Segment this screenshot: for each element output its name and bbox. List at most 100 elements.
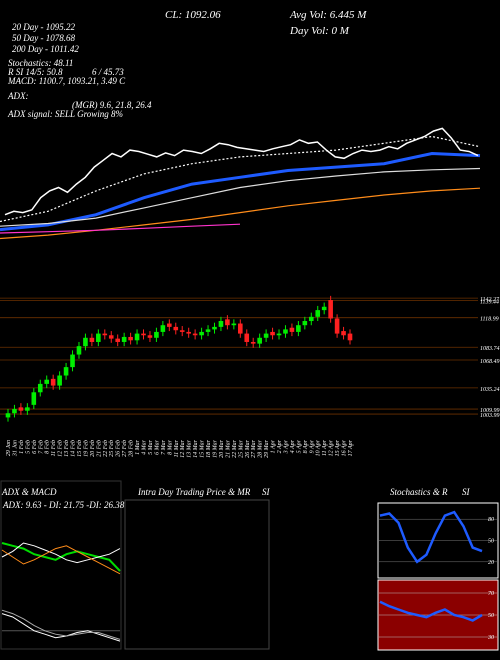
y-tick-label: 1118.99 [480, 317, 499, 323]
intraday-title-2: SI [262, 487, 271, 497]
candle-body [225, 319, 230, 326]
adx-panel [0, 480, 122, 650]
stoch-title: Stochastics & R [390, 487, 448, 497]
close-label: CL: 1092.06 [165, 9, 221, 21]
candle-body [231, 323, 237, 326]
indicator-text: ADX signal: SELL Growing 8% [7, 109, 123, 119]
x-tick-label: 11 Mar [174, 439, 180, 457]
candle-body [218, 321, 224, 327]
candle-body [321, 306, 327, 311]
indicator-text: ADX: [7, 91, 29, 101]
x-tick-label: 5 Mar [148, 439, 154, 454]
x-tick-label: 14 Feb [70, 440, 77, 457]
ema-text: 20 Day - 1095.22 [12, 22, 75, 32]
x-tick-label: 21 Feb [96, 440, 102, 457]
candle-body [31, 392, 37, 405]
x-tick-label: 15 Apr [335, 439, 341, 456]
candle-body [37, 383, 43, 393]
candle-body [283, 329, 288, 334]
candle-body [83, 337, 88, 347]
x-tick-label: 1 Feb [19, 440, 25, 454]
x-tick-label: 2 Apr [277, 439, 283, 453]
indicator-text: 6 / 45.73 [92, 67, 124, 77]
candle-body [302, 321, 308, 326]
x-tick-label: 9 Apr [309, 439, 315, 453]
x-tick-label: 25 Feb [109, 440, 115, 457]
indicator-text: MACD: 1100.7, 1093.21, 3.49 C [7, 76, 126, 86]
candle-body [296, 325, 301, 332]
x-tick-label: 4 Mar [141, 439, 148, 454]
x-tick-label: 13 Mar [187, 439, 193, 457]
candle-body [289, 327, 295, 332]
candle-body [154, 331, 159, 338]
intraday-panel [124, 499, 270, 650]
x-tick-label: 6 Feb [32, 440, 38, 454]
ema-text: 200 Day - 1011.42 [12, 44, 79, 54]
x-tick-label: 6 Mar [154, 439, 160, 454]
x-tick-label: 16 Apr [342, 439, 348, 456]
candle-body [102, 333, 108, 336]
x-tick-label: 12 Mar [180, 439, 186, 457]
candle-body [257, 337, 262, 344]
adx-title: ADX & MACD [1, 487, 57, 497]
y-tick-label: 20 [488, 560, 494, 566]
x-tick-label: 26 Mar [245, 439, 251, 457]
candle-body [173, 326, 179, 331]
day-vol: Day Vol: 0 M [289, 25, 350, 37]
stoch-title-2: SI [462, 487, 471, 497]
price-line [4, 127, 479, 216]
x-tick-label: 31 Jan [12, 440, 18, 457]
ma-line [0, 135, 481, 223]
x-tick-label: 1 Mar [135, 439, 141, 454]
x-tick-label: 4 Apr [289, 439, 296, 453]
indicator-text: Stochastics: 48.11 [8, 58, 73, 68]
candle-body [205, 329, 211, 332]
candle-body [134, 333, 140, 341]
x-tick-label: 19 Mar [212, 439, 218, 457]
candle-body [263, 333, 269, 338]
candle-body [276, 333, 282, 336]
x-tick-label: 15 Mar [200, 439, 206, 457]
candle-body [57, 375, 62, 386]
candle-body [238, 323, 243, 334]
candle-body [160, 325, 166, 332]
ma-line [0, 187, 481, 240]
candle-body [70, 354, 75, 368]
candle-body [167, 323, 172, 327]
y-tick-label: 70 [488, 591, 494, 597]
y-tick-label: 1003.99 [480, 413, 500, 419]
candle-body [89, 337, 95, 342]
y-tick-label: 1083.74 [480, 345, 500, 352]
candle-body [115, 338, 120, 342]
intraday-title: Intra Day Trading Price & MR [137, 487, 251, 497]
x-tick-label: 5 Apr [296, 439, 302, 453]
x-tick-label: 27 Mar [251, 439, 257, 457]
candle-body [186, 331, 191, 334]
stoch-panel [377, 502, 499, 579]
candle-body [315, 310, 321, 317]
x-tick-label: 22 Mar [232, 439, 238, 457]
candle-body [199, 331, 204, 336]
candle-body [108, 335, 114, 339]
x-tick-label: 12 Apr [329, 439, 335, 456]
candle-body [128, 336, 133, 341]
candle-body [347, 333, 353, 341]
x-tick-label: 7 Mar [161, 439, 167, 454]
macd-line [1, 609, 121, 640]
x-tick-label: 10 Apr [316, 439, 322, 456]
adx-subtitle: ADX: 9.63 - DI: 21.75 -DI: 26.38 [2, 500, 125, 510]
indicator-text: (MGR) 9.6, 21.8, 26.4 [72, 100, 152, 110]
rsi-line [379, 600, 483, 622]
x-tick-label: 26 Feb [116, 440, 122, 457]
x-tick-label: 8 Apr [303, 439, 309, 453]
candle-body [328, 300, 333, 319]
x-tick-label: 8 Feb [45, 440, 51, 454]
adx-line [1, 542, 121, 564]
x-tick-label: 3 Apr [283, 439, 289, 454]
x-tick-label: 18 Mar [206, 439, 212, 457]
y-tick-label: 1068.49 [480, 358, 500, 365]
x-tick-label: 13 Feb [64, 440, 70, 457]
x-tick-label: 19 Feb [83, 440, 89, 457]
x-tick-label: 7 Feb [38, 440, 44, 454]
